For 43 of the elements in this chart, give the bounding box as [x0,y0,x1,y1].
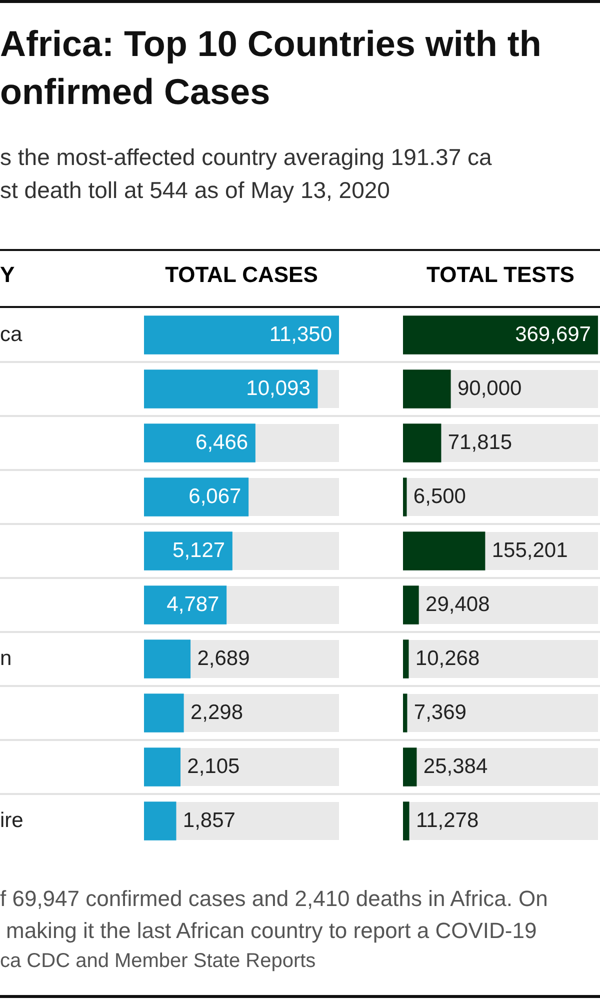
data-label: 10,268 [415,646,480,670]
chart-title: TOTAL CASES [164,262,319,288]
y-tick-label: n [0,646,12,670]
bar [144,802,176,840]
data-label: 6,500 [413,484,466,508]
bar [403,586,419,624]
text: ca CDC and Member State Reports [0,950,317,973]
data-label: 6,466 [196,430,248,454]
data-label: 155,201 [492,538,568,562]
data-label: 1,857 [182,808,236,832]
data-label: 2,689 [197,646,250,670]
bar [144,694,184,732]
text: s the most-affected country averaging 191.37 ca st death toll at 544 as of May 13, 2020 [0,143,493,205]
data-label: 7,369 [414,700,466,724]
y-tick-label: ca [0,322,22,346]
data-label: 10,093 [246,376,310,400]
text: f 69,947 confirmed cases and 2,410 deaths in Africa. On [0,886,549,912]
bar [403,478,407,516]
data-label: 29,408 [426,592,490,616]
data-label: 4,787 [166,592,220,616]
data-label: 71,815 [448,430,512,454]
chart-title: TOTAL TESTS [426,262,576,288]
y-tick-label: ire [0,808,24,832]
bar [403,424,442,462]
bar [144,640,191,678]
bar [403,640,409,678]
data-label: 25,384 [423,754,488,778]
bar [403,802,410,840]
data-label: 11,350 [269,322,332,346]
data-label: 369,697 [515,322,591,346]
text: Africa: Top 10 Countries with th onfirmed Cases [0,22,542,114]
bar [144,748,180,786]
bar [403,694,408,732]
data-label: 2,298 [190,700,244,724]
data-label: 5,127 [172,538,226,562]
data-label: 6,067 [188,484,242,508]
y-axis-title: Y [0,262,16,288]
data-label: 11,278 [416,808,479,832]
bar [403,370,451,408]
data-label: 90,000 [457,376,522,400]
data-label: 2,105 [187,754,240,778]
bar [403,748,417,786]
text: making it the last African country to report a COVID-19 [6,918,538,944]
